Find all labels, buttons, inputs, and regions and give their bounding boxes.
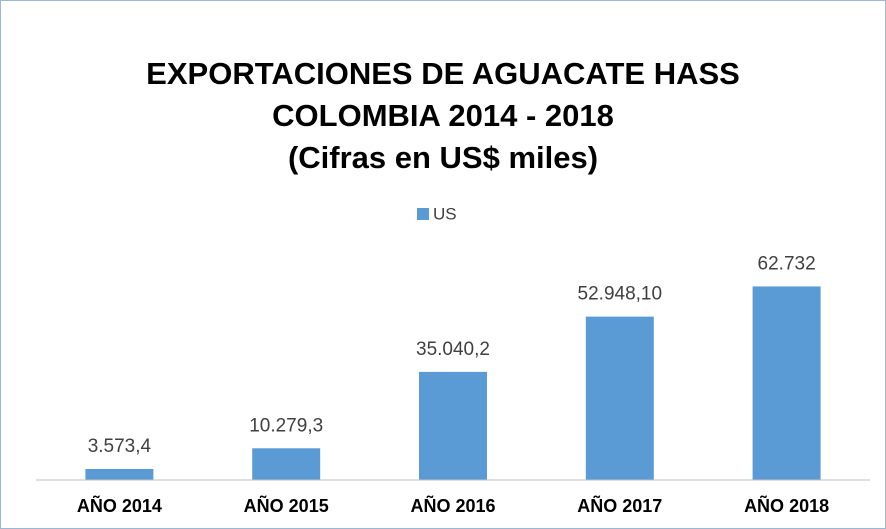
bar bbox=[252, 448, 321, 480]
x-tick-label: AÑO 2017 bbox=[577, 495, 662, 516]
bar bbox=[419, 371, 487, 480]
x-tick-label: AÑO 2016 bbox=[410, 495, 495, 516]
bar bbox=[585, 316, 654, 480]
bar bbox=[752, 286, 821, 480]
value-label: 3.573,4 bbox=[88, 436, 152, 457]
bar bbox=[85, 468, 154, 480]
chart-title: EXPORTACIONES DE AGUACATE HASS bbox=[146, 56, 740, 91]
value-label: 10.279,3 bbox=[249, 415, 323, 436]
value-label: 52.948,10 bbox=[578, 284, 663, 305]
chart-title: (Cifras en US$ miles) bbox=[288, 140, 598, 175]
legend-label: US bbox=[433, 204, 457, 223]
value-label: 35.040,2 bbox=[416, 339, 490, 360]
x-tick-label: AÑO 2015 bbox=[244, 495, 329, 516]
x-tick-label: AÑO 2014 bbox=[77, 495, 162, 516]
chart-title: COLOMBIA 2014 - 2018 bbox=[272, 98, 614, 133]
x-tick-label: AÑO 2018 bbox=[744, 495, 829, 516]
value-label: 62.732 bbox=[758, 253, 816, 274]
legend-swatch bbox=[417, 208, 429, 220]
